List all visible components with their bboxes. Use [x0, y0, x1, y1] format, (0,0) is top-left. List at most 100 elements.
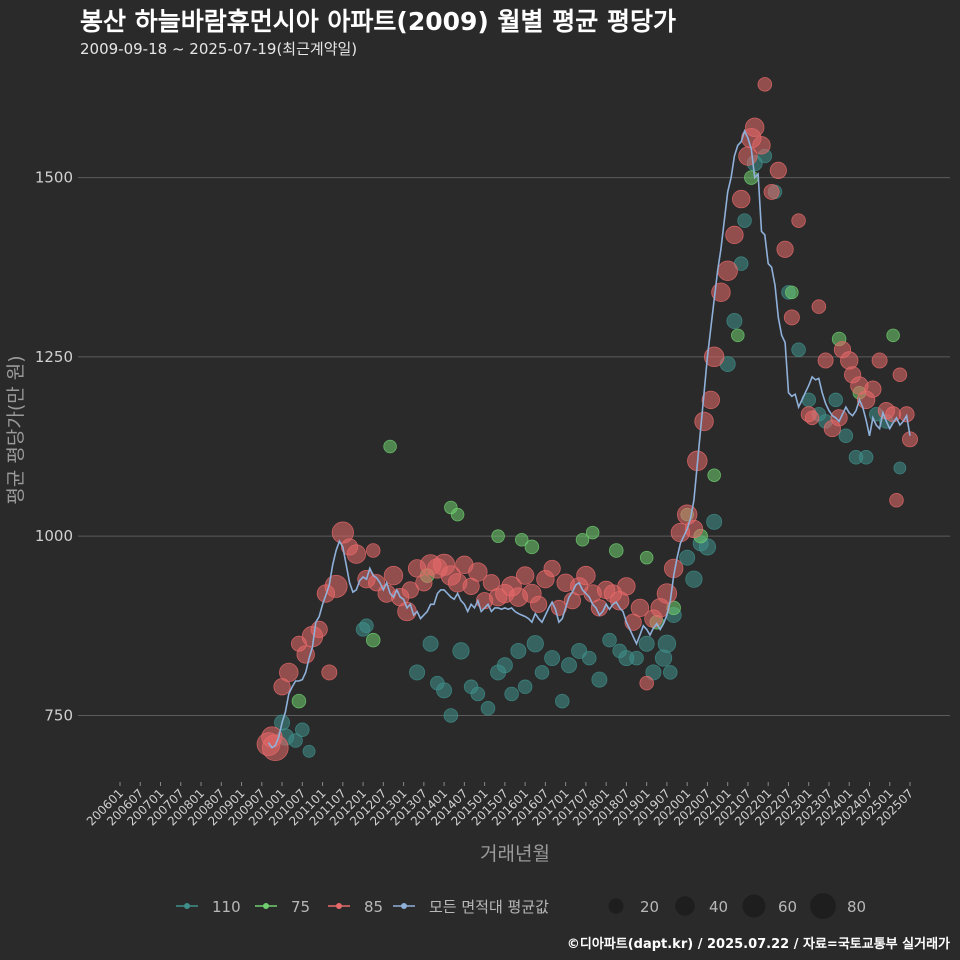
point-110: [858, 450, 874, 465]
point-110: [510, 642, 527, 659]
point-110: [436, 682, 453, 699]
point-110: [893, 461, 907, 475]
point-85: [365, 543, 381, 558]
point-85: [530, 595, 548, 613]
point-85: [763, 183, 780, 200]
point-75: [744, 170, 759, 185]
point-75: [639, 550, 654, 565]
chart-title: 봉산 하늘바람휴먼시아 아파트(2009) 월별 평균 평당가: [80, 7, 676, 36]
point-85: [701, 390, 720, 410]
point-75: [365, 632, 381, 648]
point-85: [656, 583, 678, 604]
grid-lines: [78, 177, 950, 716]
y-tick-label: 1000: [35, 527, 73, 545]
point-85: [630, 598, 650, 618]
point-85: [515, 566, 535, 585]
point-75: [575, 532, 590, 547]
legend-label: 75: [291, 898, 310, 916]
legend-size-circle: [675, 896, 695, 916]
point-85: [279, 662, 299, 683]
point-85: [576, 565, 596, 586]
point-85: [757, 77, 773, 92]
average-line: [267, 128, 911, 749]
point-85: [617, 577, 636, 596]
point-110: [645, 664, 662, 681]
y-tick-label: 1500: [35, 169, 73, 187]
point-85: [383, 565, 404, 586]
point-110: [443, 708, 459, 723]
point-85: [397, 601, 417, 622]
point-110: [737, 213, 752, 228]
legend-size-circle: [608, 898, 624, 914]
point-110: [591, 671, 608, 688]
point-110: [359, 618, 374, 634]
legend-key-dot: [401, 903, 407, 909]
point-110: [685, 570, 703, 588]
point-75: [524, 539, 540, 555]
point-85: [321, 664, 338, 681]
point-75: [731, 328, 745, 343]
point-85: [732, 189, 751, 209]
point-75: [291, 693, 307, 709]
y-axis-ticks: 750 1000 1250 1500: [35, 169, 73, 725]
point-75: [450, 507, 465, 522]
point-110: [480, 701, 496, 716]
point-75: [785, 285, 799, 300]
point-110: [582, 650, 597, 666]
point-110: [657, 634, 677, 653]
legend-label: 모든 면적대 평균값: [429, 898, 549, 916]
point-110: [679, 549, 696, 566]
point-85: [261, 734, 289, 762]
point-85: [830, 409, 848, 427]
point-110: [561, 657, 577, 674]
point-110: [409, 664, 426, 681]
point-110: [828, 392, 843, 408]
legend-label: 110: [212, 898, 241, 916]
legend: 110 75 85 모든 면적대 평균값 20 40 60 80: [176, 893, 866, 919]
legend-key-dot: [184, 903, 190, 909]
point-85: [783, 309, 800, 326]
point-110: [726, 313, 743, 329]
point-85: [776, 240, 794, 258]
point-110: [302, 744, 316, 758]
point-110: [517, 679, 533, 695]
legend-size-label: 20: [640, 898, 659, 916]
point-110: [555, 693, 570, 709]
point-85: [346, 544, 367, 564]
point-75: [383, 439, 397, 454]
point-75: [491, 529, 505, 543]
legend-key-dot: [336, 903, 342, 909]
point-110: [470, 686, 486, 702]
point-110: [496, 657, 513, 674]
point-85: [703, 346, 725, 368]
point-110: [452, 642, 470, 660]
point-85: [717, 260, 738, 281]
point-75: [609, 543, 624, 558]
point-85: [769, 161, 787, 180]
average-line-path: [267, 128, 911, 749]
point-85: [892, 367, 908, 383]
point-85: [401, 581, 419, 599]
point-110: [422, 635, 439, 652]
point-110: [663, 665, 678, 680]
legend-label: 85: [364, 898, 383, 916]
point-85: [639, 675, 654, 691]
x-axis-label: 거래년월: [480, 843, 550, 865]
point-110: [629, 650, 644, 666]
chart-subtitle: 2009-09-18 ~ 2025-07-19(최근계약일): [80, 40, 358, 58]
source-footer: ©디아파트(dapt.kr) / 2025.07.22 / 자료=국토교통부 실…: [566, 937, 950, 952]
point-85: [811, 299, 827, 314]
point-85: [550, 599, 567, 616]
point-85: [694, 411, 714, 432]
y-tick-label: 750: [44, 706, 73, 724]
point-110: [602, 632, 617, 648]
point-110: [706, 513, 723, 530]
x-axis-ticks: 2006012006072007012007072008012008072009…: [84, 782, 916, 829]
point-85: [885, 406, 902, 423]
point-110: [638, 635, 655, 652]
data-points: [256, 77, 918, 762]
legend-size-label: 80: [847, 898, 866, 916]
point-75: [514, 532, 529, 547]
point-85: [543, 559, 561, 578]
